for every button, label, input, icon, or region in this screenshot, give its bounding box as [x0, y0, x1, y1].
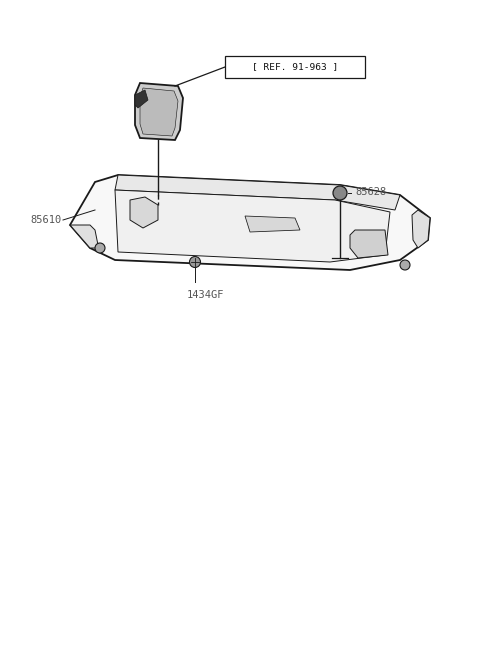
Polygon shape [70, 225, 98, 248]
Text: 85628: 85628 [355, 187, 386, 197]
Polygon shape [115, 175, 400, 210]
Circle shape [190, 256, 201, 267]
Polygon shape [350, 230, 388, 258]
Circle shape [400, 260, 410, 270]
Circle shape [95, 243, 105, 253]
Polygon shape [130, 197, 158, 228]
FancyBboxPatch shape [225, 56, 365, 78]
Text: 85610: 85610 [31, 215, 62, 225]
Text: 1434GF: 1434GF [186, 290, 224, 300]
Polygon shape [140, 88, 178, 136]
Text: [ REF. 91-963 ]: [ REF. 91-963 ] [252, 62, 338, 72]
Circle shape [333, 186, 347, 200]
Polygon shape [135, 90, 148, 108]
Polygon shape [135, 83, 183, 140]
Polygon shape [70, 175, 430, 270]
Polygon shape [245, 216, 300, 232]
Polygon shape [412, 210, 430, 248]
Polygon shape [115, 190, 390, 262]
